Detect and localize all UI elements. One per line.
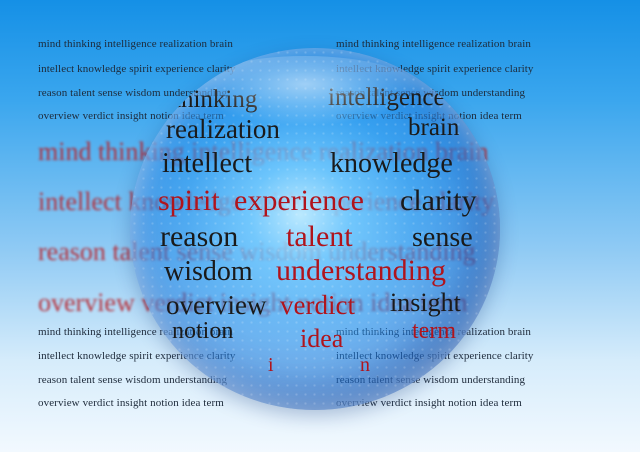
sphere-word-wisdom: wisdom: [164, 256, 253, 287]
sphere-word-talent: talent: [286, 220, 353, 253]
bg-row-right-7: overview verdict insight notion idea ter…: [336, 397, 522, 409]
sphere-word-overview: overview: [166, 290, 267, 320]
bg-row-left-0: mind thinking intelligence realization b…: [38, 38, 234, 50]
sphere-letter-i: i: [268, 354, 274, 376]
sphere-word-knowledge: knowledge: [330, 148, 453, 179]
sphere-word-insight: insight: [390, 288, 461, 317]
sphere-word-experience: experience: [234, 184, 364, 217]
sphere-word-realization: realization: [166, 114, 280, 144]
sphere-word-intellect: intellect: [162, 148, 253, 179]
sphere-word-sense: sense: [412, 222, 473, 253]
bg-row-left-7: overview verdict insight notion idea ter…: [38, 397, 224, 409]
glass-sphere: thinking intelligence realization brain …: [130, 48, 500, 410]
bg-row-right-0: mind thinking intelligence realization b…: [336, 38, 532, 50]
sphere-word-spirit: spirit: [158, 184, 220, 217]
sphere-word-clarity: clarity: [400, 184, 477, 217]
sphere-word-idea: idea: [300, 324, 344, 353]
sphere-letter-n: n: [360, 354, 370, 376]
sphere-word-thinking: thinking: [174, 86, 258, 113]
sphere-word-brain: brain: [408, 114, 460, 141]
sphere-word-understanding: understanding: [276, 254, 446, 287]
sphere-word-reason: reason: [160, 220, 239, 253]
bg-row-left-1: intellect knowledge spirit experience cl…: [38, 63, 235, 75]
sphere-word-notion: notion: [172, 318, 234, 344]
sphere-word-verdict: verdict: [280, 290, 355, 320]
sphere-word-intelligence: intelligence: [328, 84, 445, 111]
bg-row-left-2: reason talent sense wisdom understanding: [38, 87, 227, 99]
bg-row-left-6: reason talent sense wisdom understanding: [38, 374, 227, 386]
sphere-word-term: term: [412, 318, 456, 344]
